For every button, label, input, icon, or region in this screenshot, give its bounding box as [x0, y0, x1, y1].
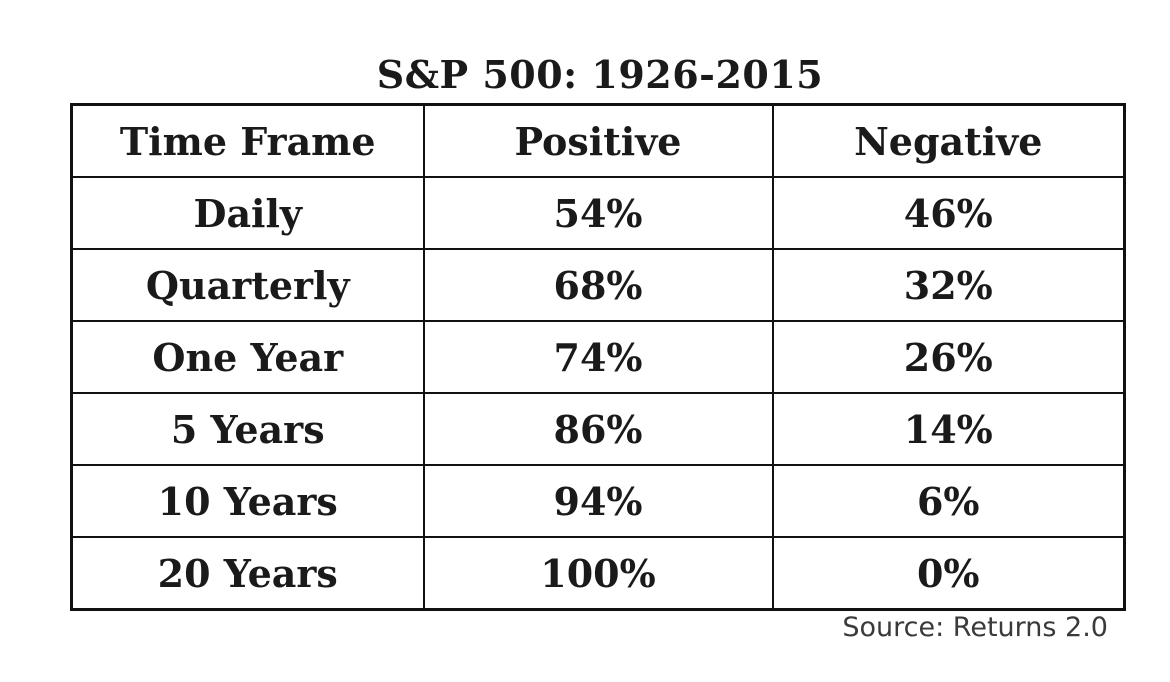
table-row: 10 Years 94% 6% — [70, 464, 1126, 538]
table-row: 20 Years 100% 0% — [70, 536, 1126, 611]
positive-cell: 100% — [422, 536, 774, 611]
header-time-frame: Time Frame — [70, 103, 425, 178]
returns-table: Time Frame Positive Negative Daily 54% 4… — [70, 103, 1126, 611]
time-frame-cell: 10 Years — [70, 464, 425, 538]
time-frame-cell: Daily — [70, 176, 425, 250]
header-positive: Positive — [422, 103, 774, 178]
positive-cell: 54% — [422, 176, 774, 250]
positive-cell: 74% — [422, 320, 774, 394]
source-note: Source: Returns 2.0 — [842, 612, 1108, 643]
negative-cell: 14% — [771, 392, 1126, 466]
negative-cell: 32% — [771, 248, 1126, 322]
table-row: One Year 74% 26% — [70, 320, 1126, 394]
time-frame-cell: 20 Years — [70, 536, 425, 611]
time-frame-cell: One Year — [70, 320, 425, 394]
table-header-row: Time Frame Positive Negative — [70, 103, 1126, 178]
table-title: S&P 500: 1926-2015 — [376, 52, 824, 97]
time-frame-cell: 5 Years — [70, 392, 425, 466]
header-negative: Negative — [771, 103, 1126, 178]
table-row: Daily 54% 46% — [70, 176, 1126, 250]
positive-cell: 68% — [422, 248, 774, 322]
negative-cell: 0% — [771, 536, 1126, 611]
positive-cell: 94% — [422, 464, 774, 538]
positive-cell: 86% — [422, 392, 774, 466]
negative-cell: 6% — [771, 464, 1126, 538]
table-row: Quarterly 68% 32% — [70, 248, 1126, 322]
time-frame-cell: Quarterly — [70, 248, 425, 322]
table-row: 5 Years 86% 14% — [70, 392, 1126, 466]
negative-cell: 26% — [771, 320, 1126, 394]
negative-cell: 46% — [771, 176, 1126, 250]
